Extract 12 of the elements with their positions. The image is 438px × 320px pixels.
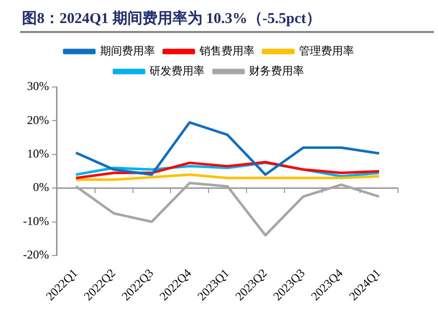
y-tick-label: -10% xyxy=(22,214,49,228)
legend-label: 财务费用率 xyxy=(249,64,304,78)
y-tick-label: 0% xyxy=(32,180,49,194)
legend-label: 研发费用率 xyxy=(150,64,204,78)
legend-label: 销售费用率 xyxy=(198,44,254,58)
y-tick-label: 30% xyxy=(26,79,49,94)
y-tick-label: 20% xyxy=(26,112,49,127)
y-tick-label: -20% xyxy=(22,248,49,262)
legend-label: 管理费用率 xyxy=(298,44,354,58)
legend-label: 期间费用率 xyxy=(100,44,155,58)
y-tick-label: 10% xyxy=(26,146,49,161)
chart-title: 图8：2024Q1 期间费用率为 10.3%（-5.5pct） xyxy=(20,0,434,33)
